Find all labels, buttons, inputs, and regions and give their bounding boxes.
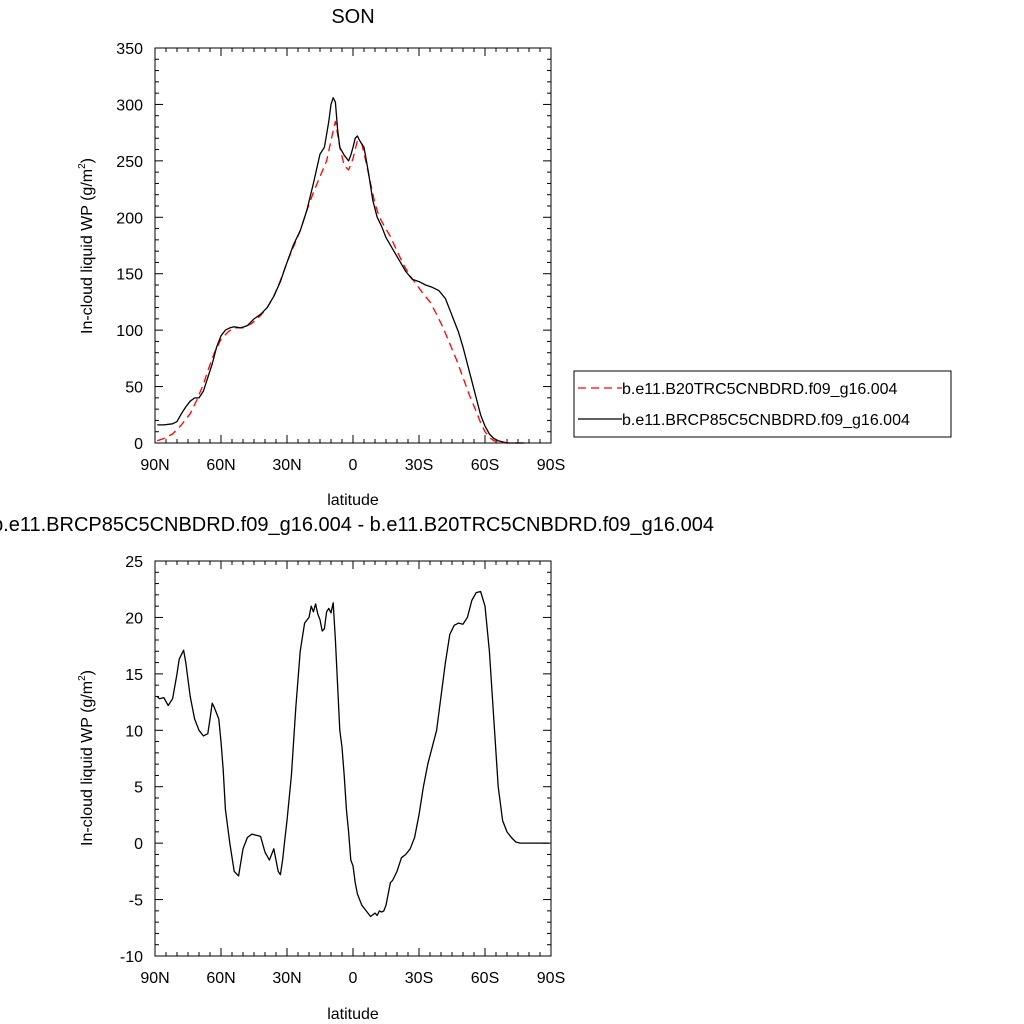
bottom-x-tick-label: 90N: [140, 970, 169, 987]
bottom-y-tick-label: 0: [134, 836, 143, 853]
bottom-x-axis-label: latitude: [327, 1006, 379, 1023]
legend-label-series-2: b.e11.BRCP85C5CNBDRD.f09_g16.004: [622, 412, 910, 429]
bottom-y-tick-label: 20: [125, 610, 143, 627]
top-x-tick-label: 30S: [405, 457, 433, 474]
bottom-y-tick-label: 5: [134, 780, 143, 797]
top-y-tick-label: 350: [116, 41, 143, 58]
top-y-axis-label-main: In-cloud liquid WP (g/m: [79, 169, 96, 334]
bottom-series-line-1: [156, 590, 549, 918]
top-x-tick-label: 30N: [272, 457, 301, 474]
top-y-axis-label-sup: 2: [77, 163, 88, 169]
top-y-axis-label: In-cloud liquid WP (g/m2): [77, 158, 96, 334]
bottom-y-axis-label: In-cloud liquid WP (g/m2): [77, 670, 96, 846]
bottom-y-tick-label: 25: [125, 554, 143, 571]
bottom-y-tick-label: 10: [125, 723, 143, 740]
top-y-tick-label: 100: [116, 323, 143, 340]
bottom-y-tick-label: -5: [129, 893, 143, 910]
top-series-line-2: [157, 97, 525, 444]
bottom-chart-title: b.e11.BRCP85C5CNBDRD.f09_g16.004 - b.e11…: [0, 514, 714, 536]
bottom-y-tick-label: -10: [120, 949, 143, 966]
legend: b.e11.B20TRC5CNBDRD.f09_g16.004 b.e11.BR…: [573, 370, 952, 438]
legend-box: [573, 370, 952, 438]
bottom-y-axis-label-close: ): [79, 670, 96, 675]
bottom-plot-frame: [154, 560, 552, 957]
top-x-tick-label: 0: [349, 457, 358, 474]
top-x-tick-label: 60S: [471, 457, 499, 474]
bottom-x-tick-label: 60S: [471, 970, 499, 987]
top-y-tick-label: 50: [125, 380, 143, 397]
bottom-y-axis-label-main: In-cloud liquid WP (g/m: [79, 681, 96, 846]
bottom-y-tick-label: 15: [125, 667, 143, 684]
top-series-line-1: [156, 120, 525, 444]
top-y-tick-label: 200: [116, 210, 143, 227]
top-x-tick-label: 90S: [537, 457, 565, 474]
top-plot-frame: [154, 47, 552, 444]
top-chart: SON 90N 60N 30N 0 30S 60S 90S 0 50 100 150 200 250 30…: [77, 6, 952, 509]
bottom-y-axis-label-sup: 2: [77, 675, 88, 681]
top-y-tick-label: 300: [116, 97, 143, 114]
bottom-chart: b.e11.BRCP85C5CNBDRD.f09_g16.004 - b.e11…: [0, 514, 714, 1023]
bottom-x-tick-label: 0: [349, 970, 358, 987]
top-y-axis-label-close: ): [79, 158, 96, 163]
bottom-x-tick-label: 30S: [405, 970, 433, 987]
top-x-tick-label: 60N: [206, 457, 235, 474]
bottom-x-tick-label: 90S: [537, 970, 565, 987]
top-y-tick-label: 150: [116, 267, 143, 284]
top-plot-area: 90N 60N 30N 0 30S 60S 90S 0 50 100 150 200 250 300 350: [116, 41, 565, 474]
top-chart-title: SON: [331, 6, 374, 28]
bottom-x-tick-label: 30N: [272, 970, 301, 987]
bottom-plot-area: 90N 60N 30N 0 30S 60S 90S -10 -5 0 5 10 15 20 25: [120, 554, 565, 987]
top-x-axis-label: latitude: [327, 492, 379, 509]
top-y-tick-label: 250: [116, 154, 143, 171]
legend-label-series-1: b.e11.B20TRC5CNBDRD.f09_g16.004: [622, 381, 898, 398]
bottom-x-tick-label: 60N: [206, 970, 235, 987]
top-x-tick-label: 90N: [140, 457, 169, 474]
top-y-tick-label: 0: [134, 436, 143, 453]
